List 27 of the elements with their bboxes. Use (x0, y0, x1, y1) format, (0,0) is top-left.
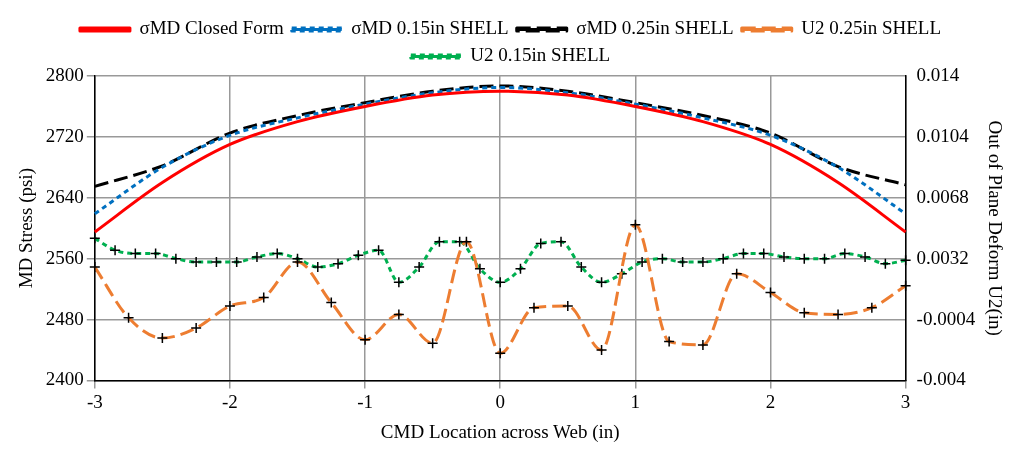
x-axis-title: CMD Location across Web (in) (380, 420, 620, 443)
y-tick-label: 2640 (45, 185, 84, 207)
legend-label: σMD Closed Form (139, 17, 284, 39)
y2-tick-label: 0.0068 (916, 185, 969, 207)
legend-label: U2 0.25in SHELL (801, 17, 942, 39)
x-tick-label: 3 (900, 390, 911, 412)
y2-tick-label: -0.0004 (916, 307, 976, 329)
legend-label: σMD 0.15in SHELL (351, 17, 509, 39)
y-tick-label: 2560 (45, 246, 84, 268)
y2-axis-title: Out of Plane Deform U2(in) (983, 120, 1006, 336)
y-tick-label: 2400 (45, 368, 84, 390)
x-tick-label: -2 (222, 390, 238, 412)
y-tick-label: 2720 (45, 124, 84, 146)
y-axis-title: MD Stress (psi) (15, 168, 38, 289)
x-tick-label: 2 (765, 390, 776, 412)
legend-label: U2 0.15in SHELL (470, 44, 611, 66)
y2-tick-label: -0.004 (916, 368, 967, 390)
y2-tick-label: 0.0032 (916, 246, 969, 268)
y-tick-label: 2480 (45, 307, 84, 329)
x-tick-label: 0 (495, 390, 505, 412)
y2-tick-label: 0.0104 (916, 124, 970, 146)
x-tick-label: -3 (86, 390, 103, 412)
x-tick-label: 1 (630, 390, 641, 412)
y2-tick-label: 0.014 (916, 63, 960, 85)
y-tick-label: 2800 (45, 63, 84, 85)
legend-label: σMD 0.25in SHELL (576, 17, 734, 39)
x-tick-label: -1 (357, 390, 373, 412)
